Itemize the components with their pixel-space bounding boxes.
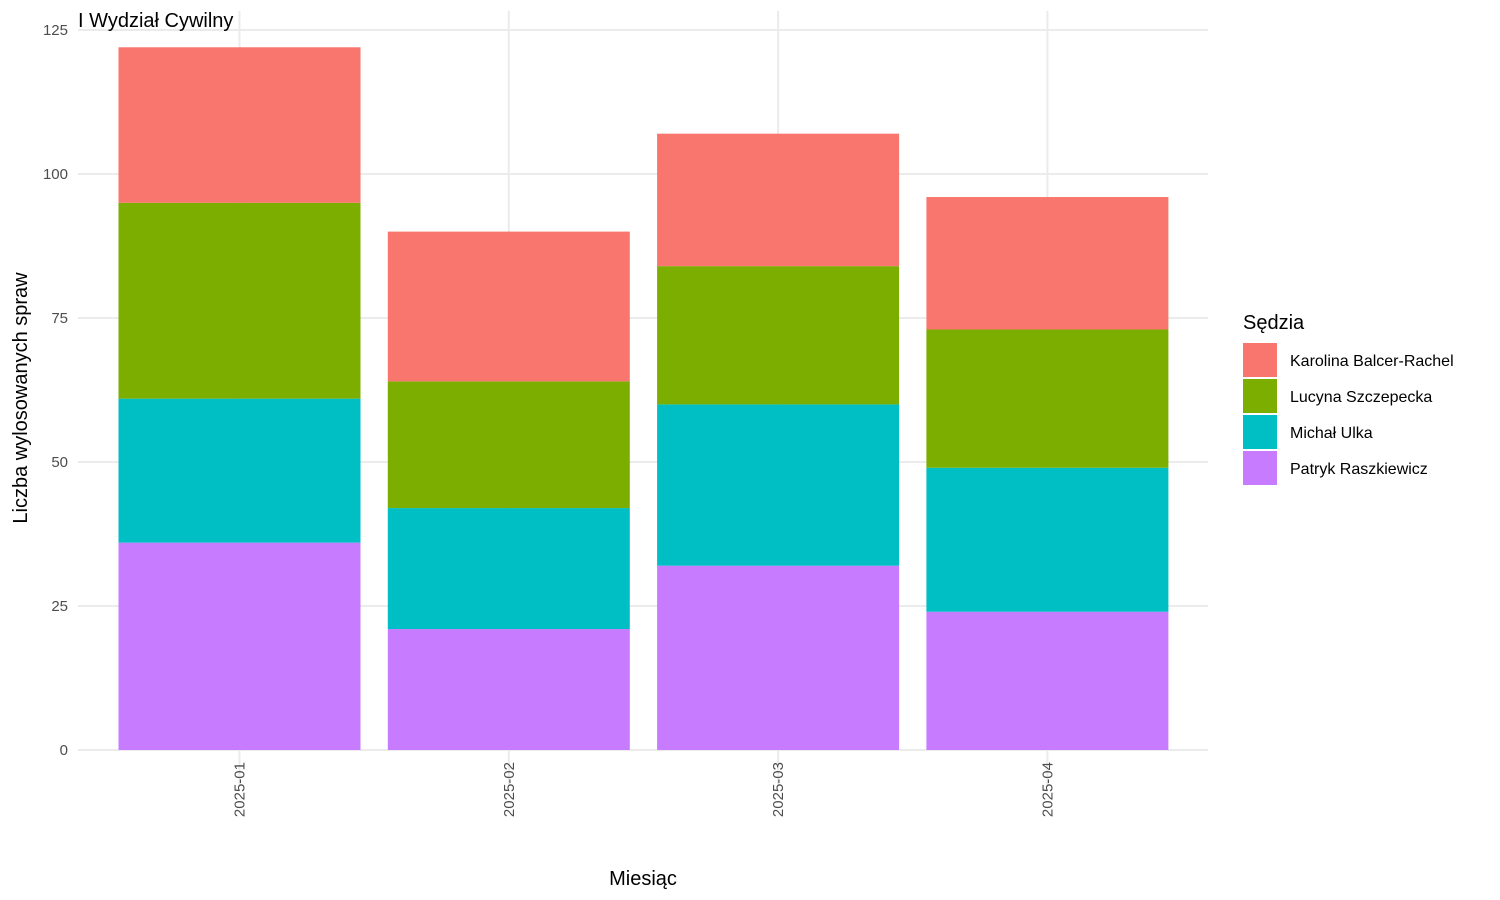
bar-2025-01-patryk-raszkiewicz: [118, 542, 361, 750]
chart-title: I Wydział Cywilny: [78, 10, 233, 32]
bar-2025-01-lucyna-szczepecka: [118, 202, 361, 399]
y-tick-label: 125: [43, 22, 68, 39]
x-axis-title: Miesiąc: [609, 868, 677, 890]
bar-2025-04-michał-ulka: [926, 467, 1169, 612]
legend-swatch: [1243, 451, 1277, 485]
y-tick-label: 0: [60, 742, 68, 759]
x-tick-label: 2025-01: [232, 762, 249, 817]
x-tick-label: 2025-04: [1039, 762, 1056, 817]
y-tick-label: 50: [51, 454, 68, 471]
bar-2025-03-patryk-raszkiewicz: [657, 565, 900, 750]
legend-label: Lucyna Szczepecka: [1290, 389, 1432, 406]
legend-title: Sędzia: [1243, 312, 1305, 334]
legend-label: Karolina Balcer-Rachel: [1290, 353, 1454, 370]
y-tick-label: 75: [51, 310, 68, 327]
bar-2025-04-patryk-raszkiewicz: [926, 611, 1169, 750]
bar-2025-03-karolina-balcer-rachel: [657, 133, 900, 267]
y-axis-title: Liczba wylosowanych spraw: [10, 272, 32, 524]
bar-2025-02-karolina-balcer-rachel: [387, 231, 630, 382]
y-tick-label: 25: [51, 598, 68, 615]
bars: [118, 47, 1169, 750]
bar-2025-03-michał-ulka: [657, 404, 900, 566]
legend-swatch: [1243, 415, 1277, 449]
bar-2025-01-karolina-balcer-rachel: [118, 47, 361, 203]
bar-2025-04-lucyna-szczepecka: [926, 329, 1169, 468]
x-tick-label: 2025-03: [770, 762, 787, 817]
bar-2025-03-lucyna-szczepecka: [657, 266, 900, 405]
bar-2025-04-karolina-balcer-rachel: [926, 197, 1169, 330]
x-tick-label: 2025-02: [501, 762, 518, 817]
legend-label: Michał Ulka: [1290, 425, 1373, 442]
bar-2025-01-michał-ulka: [118, 398, 361, 543]
legend-label: Patryk Raszkiewicz: [1290, 461, 1428, 478]
y-axis-ticks: 0 25 50 75 100 125: [43, 22, 68, 759]
legend-swatch: [1243, 343, 1277, 377]
bar-2025-02-michał-ulka: [387, 508, 630, 630]
x-axis-ticks: 2025-01 2025-02 2025-03 2025-04: [232, 762, 1057, 817]
legend: Karolina Balcer-Rachel Lucyna Szczepecka M…: [1243, 343, 1454, 485]
y-tick-label: 100: [43, 166, 68, 183]
bar-2025-02-patryk-raszkiewicz: [387, 629, 630, 750]
bar-2025-02-lucyna-szczepecka: [387, 381, 630, 509]
legend-swatch: [1243, 379, 1277, 413]
